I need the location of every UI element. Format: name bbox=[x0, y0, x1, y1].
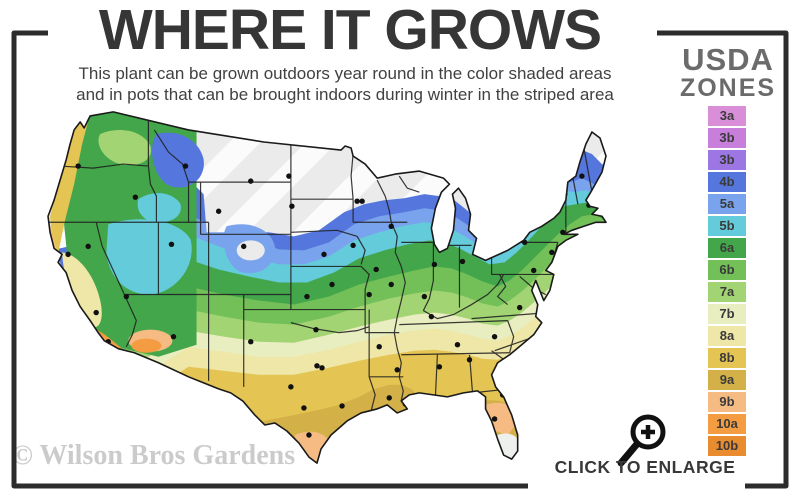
zone-swatch-10b: 10b bbox=[708, 436, 746, 456]
city-dot bbox=[301, 405, 307, 411]
zone-swatch-8b: 8b bbox=[708, 348, 746, 368]
city-dot bbox=[314, 363, 320, 369]
city-dot bbox=[376, 343, 382, 350]
city-dot bbox=[350, 242, 356, 249]
city-dot bbox=[431, 261, 438, 268]
city-dot bbox=[65, 251, 71, 258]
city-dot bbox=[459, 258, 466, 265]
zone-list: 3a 3b 3b 4b 5a 5b 6a 6b 7a 7b 8a 8b 9a 9b 10a 10b bbox=[708, 106, 746, 458]
usda-zone-map[interactable] bbox=[38, 103, 610, 471]
city-dot bbox=[386, 395, 392, 401]
page-subtitle: This plant can be grown outdoors year ro… bbox=[25, 64, 665, 105]
city-dot bbox=[248, 178, 254, 184]
page-title: WHERE IT GROWS bbox=[98, 0, 602, 62]
west-striped-colorado-core bbox=[236, 240, 265, 261]
zone-shading-layers bbox=[48, 111, 606, 464]
city-dot bbox=[182, 163, 189, 169]
city-dot bbox=[93, 309, 99, 316]
city-dot bbox=[394, 367, 400, 373]
city-dot bbox=[454, 341, 461, 348]
city-dot bbox=[436, 364, 443, 370]
city-dot bbox=[433, 221, 440, 227]
west-striped-wyoming bbox=[202, 180, 289, 233]
city-dot bbox=[313, 326, 319, 333]
west-orange-phoenix-yuma bbox=[131, 338, 162, 353]
city-dot bbox=[466, 357, 473, 363]
city-dot bbox=[339, 403, 345, 409]
city-dot bbox=[123, 293, 130, 300]
city-dot bbox=[289, 203, 295, 209]
city-dot bbox=[248, 338, 254, 345]
zone-swatch-6b: 6b bbox=[708, 260, 746, 280]
city-dot bbox=[215, 208, 222, 214]
city-dot bbox=[329, 281, 335, 288]
city-dot bbox=[241, 243, 247, 250]
city-dot bbox=[321, 251, 327, 258]
zone-swatch-9a: 9a bbox=[708, 370, 746, 390]
city-dot bbox=[516, 304, 523, 311]
city-dot bbox=[359, 198, 365, 204]
zone-swatch-9b: 9b bbox=[708, 392, 746, 412]
zone-swatch-7a: 7a bbox=[708, 282, 746, 302]
subtitle-line-1: This plant can be grown outdoors year ro… bbox=[78, 64, 612, 83]
city-dot bbox=[388, 223, 394, 229]
city-dot bbox=[170, 333, 177, 340]
city-dot bbox=[428, 313, 435, 320]
zone-swatch-10a: 10a bbox=[708, 414, 746, 434]
zone-swatch-4b: 4b bbox=[708, 172, 746, 192]
legend-heading-usda: USDA bbox=[682, 42, 774, 77]
city-dot bbox=[519, 203, 526, 209]
city-dot bbox=[75, 163, 81, 169]
city-dot bbox=[319, 365, 325, 371]
subtitle-line-2: and in pots that can be brought indoors … bbox=[76, 84, 614, 104]
city-dot bbox=[579, 173, 585, 179]
zone-swatch-5a: 5a bbox=[708, 194, 746, 214]
city-dot bbox=[85, 243, 91, 250]
city-dot bbox=[168, 241, 175, 248]
city-dot bbox=[373, 266, 379, 273]
city-dot bbox=[304, 293, 310, 300]
city-dot bbox=[549, 249, 555, 256]
zone-swatch-3a: 3a bbox=[708, 106, 746, 126]
city-dot bbox=[491, 333, 498, 340]
city-dot bbox=[306, 432, 312, 438]
legend-heading-zones: ZONES bbox=[679, 74, 777, 102]
city-dot bbox=[354, 198, 360, 204]
city-dot bbox=[288, 384, 294, 390]
city-dot bbox=[286, 173, 292, 179]
city-dot bbox=[491, 416, 498, 422]
zone-swatch-3b: 3b bbox=[708, 128, 746, 148]
city-dot bbox=[388, 281, 394, 288]
city-dot bbox=[540, 203, 546, 209]
zone-swatch-3b: 3b bbox=[708, 150, 746, 170]
click-to-enlarge-button[interactable]: CLICK TO ENLARGE bbox=[554, 457, 736, 477]
city-dot bbox=[547, 181, 553, 187]
watermark-copyright: © Wilson Bros Gardens bbox=[12, 440, 296, 471]
city-dot bbox=[421, 293, 428, 300]
zone-swatch-6a: 6a bbox=[708, 238, 746, 258]
city-dot bbox=[509, 406, 516, 412]
zone-swatch-7b: 7b bbox=[708, 304, 746, 324]
city-dot bbox=[132, 194, 139, 200]
zone-swatch-8a: 8a bbox=[708, 326, 746, 346]
city-dot bbox=[531, 267, 537, 274]
city-dot bbox=[366, 291, 372, 298]
city-dot bbox=[489, 243, 496, 250]
zone-swatch-5b: 5b bbox=[708, 216, 746, 236]
